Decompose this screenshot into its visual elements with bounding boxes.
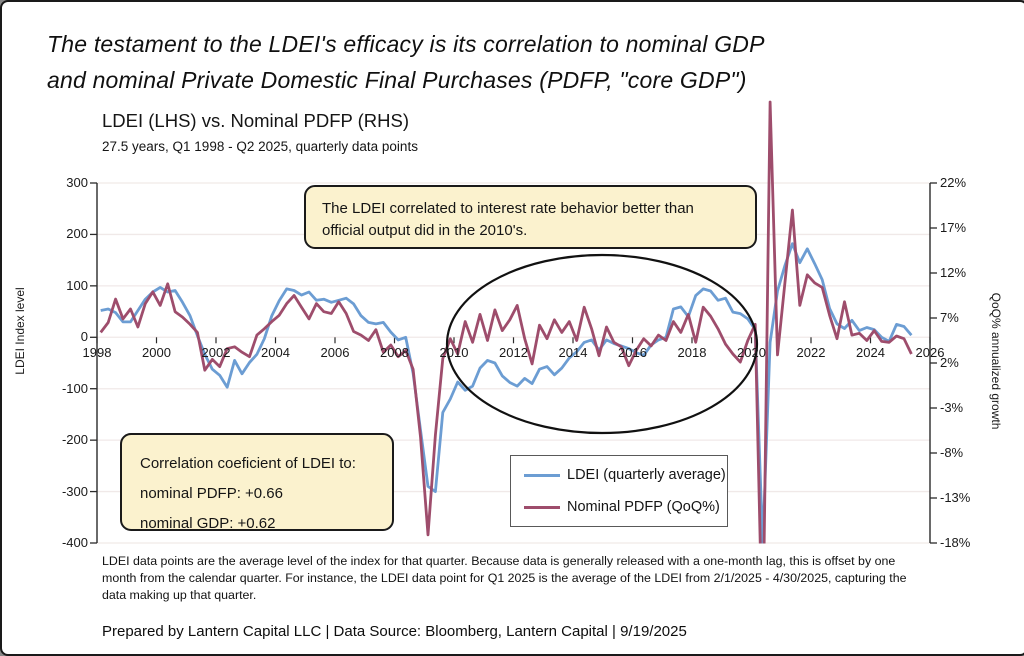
x-tick-label: 2008 — [380, 345, 409, 360]
left-tick-label: -200 — [61, 432, 88, 448]
left-tick-label: 200 — [66, 226, 88, 242]
x-tick-label: 2022 — [796, 345, 826, 360]
chart-subtitle: 27.5 years, Q1 1998 - Q2 2025, quarterly… — [102, 139, 418, 154]
legend-item-pdfp: Nominal PDFP (QoQ%) — [524, 499, 720, 515]
page-title-line1: The testament to the LDEI's efficacy is … — [47, 31, 765, 57]
correlation-box-line1: Correlation coeficient of LDEI to: — [140, 455, 356, 472]
x-tick-label: 2000 — [142, 345, 171, 360]
left-tick-label: -100 — [61, 380, 88, 396]
callout-annotation: The LDEI correlated to interest rate beh… — [304, 185, 757, 249]
x-tick-label: 2010 — [439, 345, 469, 360]
source-line: Prepared by Lantern Capital LLC | Data S… — [102, 623, 687, 640]
footnote-text: LDEI data points are the average level o… — [102, 554, 907, 602]
legend-label-pdfp: Nominal PDFP (QoQ%) — [567, 499, 720, 515]
right-tick-label: 2% — [940, 355, 959, 370]
right-tick-label: 12% — [940, 265, 967, 280]
left-tick-label: 100 — [66, 277, 88, 293]
ldei-line-swatch — [524, 473, 560, 477]
right-tick-label: -3% — [940, 400, 964, 415]
left-tick-label: -400 — [61, 535, 88, 550]
right-axis-title: QoQ% annualized growth — [989, 292, 1003, 430]
left-tick-label: 0 — [80, 329, 88, 345]
emphasis-ellipse — [445, 253, 759, 435]
right-tick-label: -18% — [940, 535, 971, 550]
x-tick-label: 2014 — [558, 345, 588, 360]
right-tick-label: -8% — [940, 445, 964, 460]
x-tick-label: 2016 — [618, 345, 647, 360]
x-tick-label: 1998 — [82, 345, 112, 360]
x-tick-label: 2012 — [499, 345, 528, 360]
correlation-box-line3: nominal GDP: +0.62 — [140, 515, 276, 532]
x-tick-label: 2026 — [915, 345, 945, 360]
x-tick-label: 2018 — [677, 345, 707, 360]
correlation-box-line2: nominal PDFP: +0.66 — [140, 485, 283, 502]
correlation-box: Correlation coeficient of LDEI to: nomin… — [120, 433, 394, 532]
left-tick-label: -300 — [61, 483, 88, 499]
x-tick-label: 2004 — [261, 345, 290, 360]
page-title: The testament to the LDEI's efficacy is … — [47, 26, 765, 98]
pdfp-line-swatch — [524, 505, 560, 509]
right-tick-label: -13% — [940, 490, 971, 505]
pdfp-line — [99, 100, 913, 544]
right-tick-label: 17% — [940, 220, 967, 235]
left-axis-title: LDEI Index level — [13, 287, 27, 375]
legend-label-ldei: LDEI (quarterly average) — [567, 467, 726, 483]
right-tick-label: 7% — [940, 310, 959, 325]
right-tick-label: 22% — [940, 175, 967, 190]
chart-title: LDEI (LHS) vs. Nominal PDFP (RHS) — [102, 110, 410, 131]
left-tick-label: 300 — [66, 175, 88, 190]
x-tick-label: 2020 — [737, 345, 766, 360]
x-tick-label: 2006 — [320, 345, 350, 360]
axis-lines — [90, 182, 937, 544]
page-title-line2: and nominal Private Domestic Final Purch… — [47, 67, 747, 93]
x-tick-label: 2024 — [856, 345, 885, 360]
legend-item-ldei: LDEI (quarterly average) — [524, 467, 726, 483]
x-tick-label: 2002 — [201, 345, 231, 360]
legend: LDEI (quarterly average) Nominal PDFP (Q… — [510, 455, 728, 527]
